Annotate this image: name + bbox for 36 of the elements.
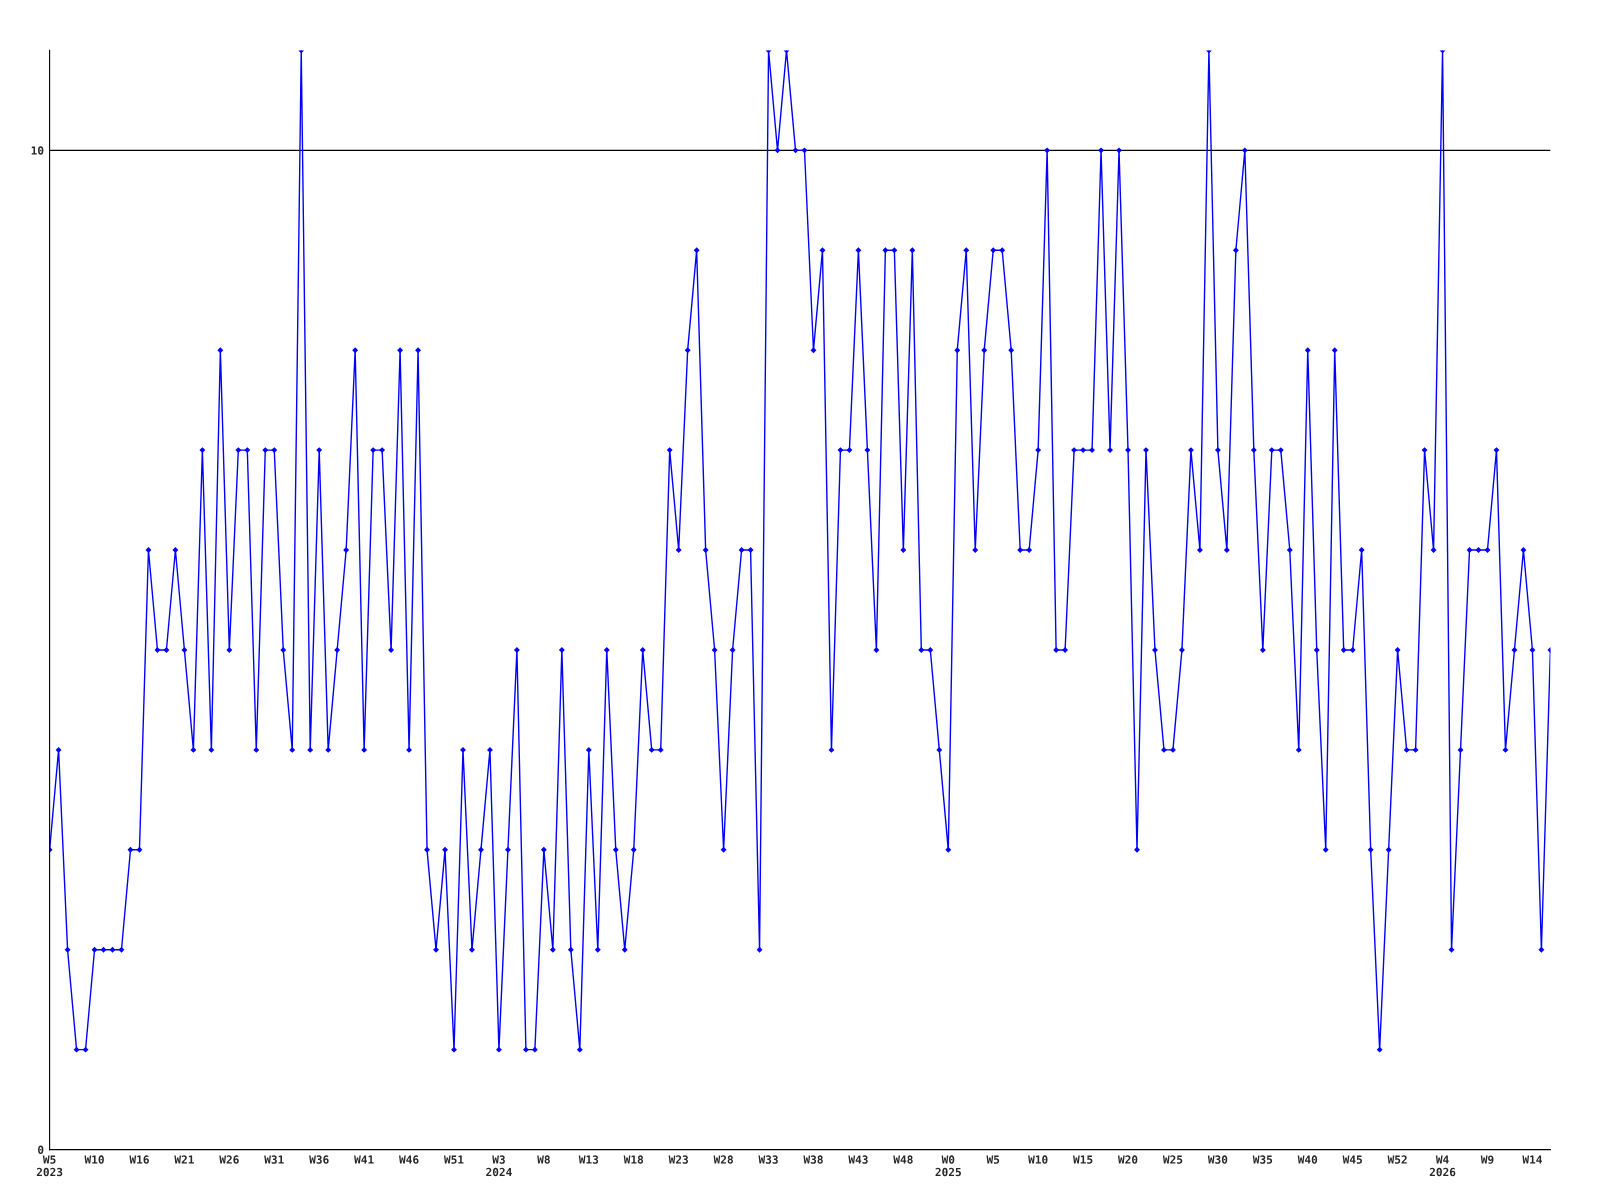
x-tick-label: W5	[986, 1155, 1000, 1164]
x-tick-label: W18	[623, 1155, 644, 1164]
x-tick-label: W30	[1207, 1155, 1228, 1164]
x-tick-label: W10	[84, 1155, 104, 1164]
x-tick-label: W35	[1252, 1155, 1273, 1164]
x-tick-label: W48	[893, 1155, 913, 1164]
x-tick-label: W23	[668, 1155, 688, 1164]
x-tick-label: W0 2025	[935, 1155, 961, 1177]
x-tick-label: W10	[1028, 1155, 1048, 1164]
x-tick-label: W28	[713, 1155, 733, 1164]
x-tick-label: W36	[309, 1155, 329, 1164]
x-tick-label: W16	[129, 1155, 149, 1164]
x-tick-label: W33	[758, 1155, 778, 1164]
x-tick-label: W15	[1073, 1155, 1093, 1164]
x-tick-label: W5 2023	[36, 1155, 63, 1177]
x-tick-label: W21	[174, 1155, 194, 1164]
x-tick-label: W8	[537, 1155, 550, 1164]
x-tick-label: W20	[1117, 1155, 1138, 1164]
x-tick-label: W46	[399, 1155, 419, 1164]
x-tick-label: W43	[848, 1155, 868, 1164]
x-tick-label: W38	[803, 1155, 823, 1164]
x-tick-label: W26	[219, 1155, 239, 1164]
x-tick-label: W9	[1480, 1155, 1494, 1164]
x-tick-label: W41	[354, 1155, 374, 1164]
x-tick-label: W51	[443, 1155, 464, 1164]
x-tick-label: W52	[1387, 1155, 1407, 1164]
x-tick-label: W3 2024	[486, 1155, 512, 1177]
x-tick-label: W25	[1162, 1155, 1183, 1164]
x-tick-label: W45	[1342, 1155, 1362, 1164]
x-tick-label: W31	[264, 1155, 284, 1164]
x-tick-label: W14	[1522, 1155, 1542, 1164]
x-tick-label: W13	[578, 1155, 599, 1164]
y-tick-label: 0	[38, 1145, 44, 1154]
x-tick-label: W4 2026	[1429, 1155, 1456, 1177]
x-tick-label: W40	[1297, 1155, 1318, 1164]
y-tick-label: 10	[31, 146, 44, 155]
